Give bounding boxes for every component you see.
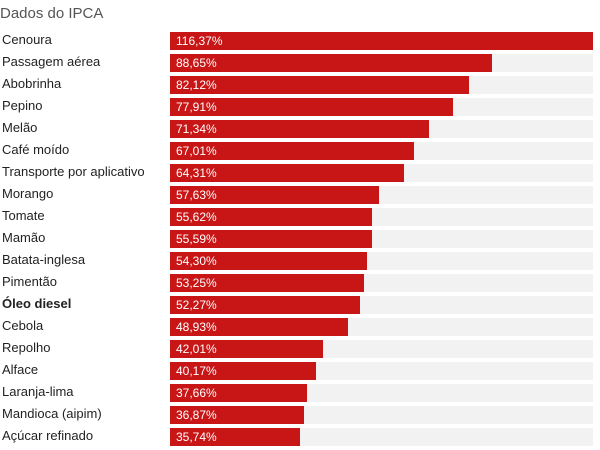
bar-row: Passagem aérea 88,65% bbox=[0, 52, 600, 74]
category-label: Café moído bbox=[2, 142, 70, 157]
bar: 82,12% bbox=[170, 76, 469, 94]
bar: 42,01% bbox=[170, 340, 323, 358]
bar-row: Pepino 77,91% bbox=[0, 96, 600, 118]
value-label: 36,87% bbox=[176, 408, 217, 422]
bar-row: Cebola 48,93% bbox=[0, 316, 600, 338]
category-label: Mamão bbox=[2, 230, 46, 245]
bar: 88,65% bbox=[170, 54, 492, 72]
bar-track: 55,62% bbox=[170, 208, 593, 226]
category-label: Laranja-lima bbox=[2, 384, 74, 399]
bar-track: 67,01% bbox=[170, 142, 593, 160]
value-label: 116,37% bbox=[176, 34, 223, 48]
bar-track: 116,37% bbox=[170, 32, 593, 50]
value-label: 48,93% bbox=[176, 320, 217, 334]
value-label: 77,91% bbox=[176, 100, 217, 114]
bar: 77,91% bbox=[170, 98, 453, 116]
value-label: 64,31% bbox=[176, 166, 217, 180]
bar-track: 71,34% bbox=[170, 120, 593, 138]
bar: 116,37% bbox=[170, 32, 593, 50]
bar: 55,59% bbox=[170, 230, 372, 248]
bar: 36,87% bbox=[170, 406, 304, 424]
category-label: Óleo diesel bbox=[2, 296, 72, 311]
bar-track: 55,59% bbox=[170, 230, 593, 248]
bar-track: 57,63% bbox=[170, 186, 593, 204]
bar-track: 37,66% bbox=[170, 384, 593, 402]
bar-track: 35,74% bbox=[170, 428, 593, 446]
bar-track: 54,30% bbox=[170, 252, 593, 270]
bar-row: Laranja-lima 37,66% bbox=[0, 382, 600, 404]
category-label: Passagem aérea bbox=[2, 54, 101, 69]
value-label: 88,65% bbox=[176, 56, 217, 70]
bar: 37,66% bbox=[170, 384, 307, 402]
bar-row: Batata-inglesa 54,30% bbox=[0, 250, 600, 272]
category-label: Abobrinha bbox=[2, 76, 62, 91]
value-label: 67,01% bbox=[176, 144, 217, 158]
bar: 53,25% bbox=[170, 274, 364, 292]
bar-chart: Cenoura 116,37% Passagem aérea 88,65% Abobri… bbox=[0, 30, 600, 450]
category-label: Transporte por aplicativo bbox=[2, 164, 145, 179]
bar-track: 53,25% bbox=[170, 274, 593, 292]
bar-row: Morango 57,63% bbox=[0, 184, 600, 206]
category-label: Açúcar refinado bbox=[2, 428, 94, 443]
bar: 67,01% bbox=[170, 142, 414, 160]
bar: 64,31% bbox=[170, 164, 404, 182]
bar-row: Açúcar refinado 35,74% bbox=[0, 426, 600, 448]
category-label: Cenoura bbox=[2, 32, 52, 47]
chart-title: Dados do IPCA bbox=[0, 5, 104, 22]
category-label: Melão bbox=[2, 120, 38, 135]
category-label: Morango bbox=[2, 186, 54, 201]
value-label: 53,25% bbox=[176, 276, 217, 290]
bar-row: Pimentão 53,25% bbox=[0, 272, 600, 294]
bar: 40,17% bbox=[170, 362, 316, 380]
value-label: 54,30% bbox=[176, 254, 217, 268]
bar-row: Repolho 42,01% bbox=[0, 338, 600, 360]
bar-row: Mamão 55,59% bbox=[0, 228, 600, 250]
bar-row: Café moído 67,01% bbox=[0, 140, 600, 162]
category-label: Cebola bbox=[2, 318, 44, 333]
bar-row: Transporte por aplicativo 64,31% bbox=[0, 162, 600, 184]
bar-row: Melão 71,34% bbox=[0, 118, 600, 140]
category-label: Batata-inglesa bbox=[2, 252, 86, 267]
bar: 48,93% bbox=[170, 318, 348, 336]
bar: 52,27% bbox=[170, 296, 360, 314]
value-label: 57,63% bbox=[176, 188, 217, 202]
bar-track: 48,93% bbox=[170, 318, 593, 336]
category-label: Repolho bbox=[2, 340, 51, 355]
value-label: 82,12% bbox=[176, 78, 217, 92]
value-label: 42,01% bbox=[176, 342, 217, 356]
value-label: 55,62% bbox=[176, 210, 217, 224]
bar-row: Tomate 55,62% bbox=[0, 206, 600, 228]
value-label: 52,27% bbox=[176, 298, 217, 312]
bar-row: Mandioca (aipim) 36,87% bbox=[0, 404, 600, 426]
bar-track: 40,17% bbox=[170, 362, 593, 380]
bar-track: 82,12% bbox=[170, 76, 593, 94]
bar-row: Abobrinha 82,12% bbox=[0, 74, 600, 96]
bar: 55,62% bbox=[170, 208, 372, 226]
bar-track: 88,65% bbox=[170, 54, 593, 72]
value-label: 55,59% bbox=[176, 232, 217, 246]
bar: 57,63% bbox=[170, 186, 379, 204]
category-label: Pimentão bbox=[2, 274, 57, 289]
value-label: 40,17% bbox=[176, 364, 217, 378]
bar-track: 77,91% bbox=[170, 98, 593, 116]
bar-row: Óleo diesel 52,27% bbox=[0, 294, 600, 316]
category-label: Tomate bbox=[2, 208, 45, 223]
bar-track: 64,31% bbox=[170, 164, 593, 182]
bar-track: 36,87% bbox=[170, 406, 593, 424]
value-label: 71,34% bbox=[176, 122, 217, 136]
bar-track: 52,27% bbox=[170, 296, 593, 314]
bar: 71,34% bbox=[170, 120, 429, 138]
value-label: 37,66% bbox=[176, 386, 217, 400]
category-label: Mandioca (aipim) bbox=[2, 406, 102, 421]
bar: 54,30% bbox=[170, 252, 367, 270]
bar: 35,74% bbox=[170, 428, 300, 446]
bar-row: Cenoura 116,37% bbox=[0, 30, 600, 52]
bar-row: Alface 40,17% bbox=[0, 360, 600, 382]
value-label: 35,74% bbox=[176, 430, 217, 444]
category-label: Pepino bbox=[2, 98, 43, 113]
category-label: Alface bbox=[2, 362, 39, 377]
bar-track: 42,01% bbox=[170, 340, 593, 358]
